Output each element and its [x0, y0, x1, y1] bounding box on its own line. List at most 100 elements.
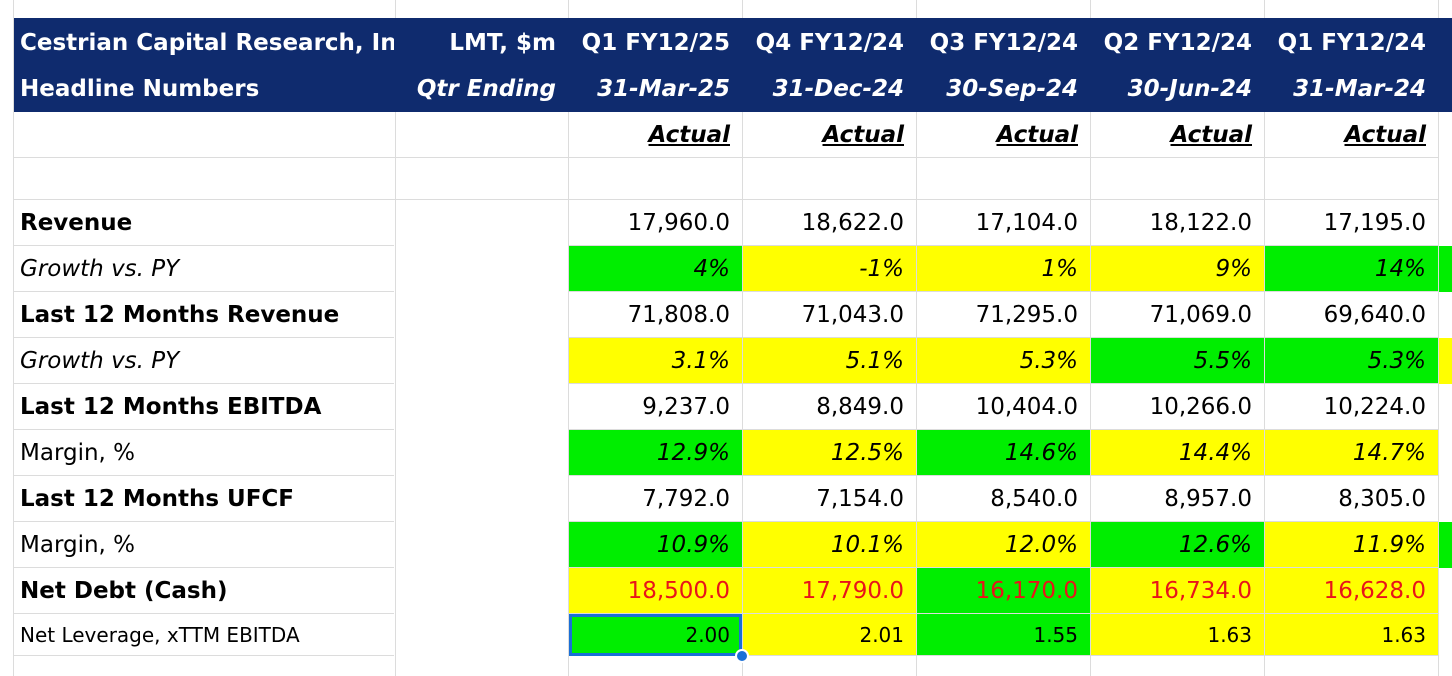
value-cell[interactable]: 1.55 — [917, 614, 1090, 656]
empty-cell[interactable] — [396, 158, 568, 200]
row-label[interactable]: Net Debt (Cash) — [14, 568, 394, 614]
value-cell[interactable]: 11.9% — [1265, 522, 1438, 568]
row-label[interactable]: Revenue — [14, 200, 394, 246]
value-cell[interactable]: 5.3% — [1265, 338, 1438, 384]
quarter-header-1[interactable]: Q1 FY12/25 — [581, 30, 730, 56]
value-cell[interactable]: 12.6% — [1091, 522, 1264, 568]
value-cell[interactable]: 4% — [569, 246, 742, 292]
date-header-2[interactable]: 31-Dec-24 — [772, 76, 904, 102]
row-label[interactable]: Last 12 Months EBITDA — [14, 384, 394, 430]
empty-cell[interactable] — [1265, 158, 1438, 200]
value-cell[interactable]: 14.7% — [1265, 430, 1438, 476]
row-label[interactable]: Last 12 Months Revenue — [14, 292, 394, 338]
status-cell-4[interactable]: Actual — [1091, 112, 1264, 158]
selected-cell[interactable]: 2.00 — [569, 614, 742, 656]
value-cell[interactable]: 12.9% — [569, 430, 742, 476]
status-cell-5[interactable]: Actual — [1265, 112, 1438, 158]
quarter-header-3[interactable]: Q3 FY12/24 — [929, 30, 1078, 56]
value-cell[interactable]: 1.63 — [1091, 614, 1264, 656]
value-cell[interactable]: 10,224.0 — [1265, 384, 1438, 430]
value-cell[interactable]: 3.1% — [569, 338, 742, 384]
row-label[interactable]: Margin, % — [14, 430, 394, 476]
value-cell[interactable]: 18,500.0 — [569, 568, 742, 614]
value-cell[interactable]: 71,069.0 — [1091, 292, 1264, 338]
quarter-header-4[interactable]: Q2 FY12/24 — [1103, 30, 1252, 56]
status-row: Actual Actual Actual Actual Actual — [0, 112, 1452, 158]
value-cell[interactable]: 71,043.0 — [743, 292, 916, 338]
value-cell[interactable]: 7,154.0 — [743, 476, 916, 522]
row-label[interactable]: Growth vs. PY — [14, 246, 394, 292]
value-cell[interactable]: 5.5% — [1091, 338, 1264, 384]
row-label[interactable]: Growth vs. PY — [14, 338, 394, 384]
status-cell-1[interactable]: Actual — [569, 112, 742, 158]
value-cell[interactable]: 8,957.0 — [1091, 476, 1264, 522]
value-cell[interactable]: 14% — [1265, 246, 1438, 292]
value-cell[interactable]: 17,195.0 — [1265, 200, 1438, 246]
row-label[interactable]: Net Leverage, xTTM EBITDA — [14, 614, 394, 656]
value-cell[interactable]: 71,295.0 — [917, 292, 1090, 338]
empty-cell[interactable] — [396, 112, 568, 158]
value-cell[interactable]: 1.63 — [1265, 614, 1438, 656]
overflow-cell[interactable] — [1439, 338, 1452, 384]
value-cell[interactable]: 16,170.0 — [917, 568, 1090, 614]
empty-cell[interactable] — [743, 158, 916, 200]
value-cell[interactable]: 9,237.0 — [569, 384, 742, 430]
value-cell[interactable]: 12.0% — [917, 522, 1090, 568]
empty-cell[interactable] — [1091, 158, 1264, 200]
value-cell[interactable]: 16,628.0 — [1265, 568, 1438, 614]
overflow-cell[interactable] — [1439, 522, 1452, 568]
value-cell[interactable]: 69,640.0 — [1265, 292, 1438, 338]
row-label[interactable]: Margin, % — [14, 522, 394, 568]
value-cell[interactable]: 71,808.0 — [569, 292, 742, 338]
company-name-cell[interactable]: Cestrian Capital Research, Inc — [20, 30, 394, 56]
value-cell[interactable]: -1% — [743, 246, 916, 292]
quarter-header-5[interactable]: Q1 FY12/24 — [1277, 30, 1426, 56]
row-label[interactable]: Last 12 Months UFCF — [14, 476, 394, 522]
value-cell[interactable]: 5.1% — [743, 338, 916, 384]
fill-handle[interactable] — [735, 649, 749, 663]
value-cell[interactable]: 1% — [917, 246, 1090, 292]
subtitle-cell[interactable]: Headline Numbers — [20, 76, 260, 102]
value-cell[interactable]: 16,734.0 — [1091, 568, 1264, 614]
value-cell[interactable]: 17,790.0 — [743, 568, 916, 614]
value-cell[interactable]: 10.9% — [569, 522, 742, 568]
date-header-4[interactable]: 30-Jun-24 — [1127, 76, 1252, 102]
value-cell[interactable]: 10.1% — [743, 522, 916, 568]
quarter-header-2[interactable]: Q4 FY12/24 — [755, 30, 904, 56]
value-cell[interactable]: 8,305.0 — [1265, 476, 1438, 522]
empty-cell[interactable] — [917, 158, 1090, 200]
value-cell[interactable]: 18,622.0 — [743, 200, 916, 246]
value-cell[interactable]: 14.4% — [1091, 430, 1264, 476]
value-cell[interactable]: 10,404.0 — [917, 384, 1090, 430]
value-cell[interactable]: 14.6% — [917, 430, 1090, 476]
table-row-net-leverage: Net Leverage, xTTM EBITDA 2.00 2.01 1.55… — [0, 614, 1452, 656]
overflow-cell[interactable] — [1439, 246, 1452, 292]
value-cell[interactable]: 12.5% — [743, 430, 916, 476]
value-cell[interactable]: 18,122.0 — [1091, 200, 1264, 246]
value-cell[interactable]: 8,849.0 — [743, 384, 916, 430]
date-header-1[interactable]: 31-Mar-25 — [597, 76, 730, 102]
empty-cell[interactable] — [14, 158, 395, 200]
qtr-ending-label-cell[interactable]: Qtr Ending — [416, 76, 556, 102]
value-cell[interactable]: 5.3% — [917, 338, 1090, 384]
value-cell[interactable]: 2.01 — [743, 614, 916, 656]
ticker-cell[interactable]: LMT, $m — [449, 30, 556, 56]
blank-row — [0, 158, 1452, 200]
value-cell[interactable]: 8,540.0 — [917, 476, 1090, 522]
status-cell-2[interactable]: Actual — [743, 112, 916, 158]
value-cell[interactable]: 17,960.0 — [569, 200, 742, 246]
empty-cell[interactable] — [569, 158, 742, 200]
value-cell[interactable]: 10,266.0 — [1091, 384, 1264, 430]
empty-cell[interactable] — [14, 112, 395, 158]
date-header-3[interactable]: 30-Sep-24 — [946, 76, 1078, 102]
status-cell-3[interactable]: Actual — [917, 112, 1090, 158]
gridline — [395, 0, 396, 676]
header-row-1: Cestrian Capital Research, Inc LMT, $m Q… — [0, 20, 1452, 66]
value-cell[interactable]: 17,104.0 — [917, 200, 1090, 246]
value-cell[interactable]: 7,792.0 — [569, 476, 742, 522]
gridline — [568, 0, 569, 676]
header-row-2: Headline Numbers Qtr Ending 31-Mar-25 31… — [0, 66, 1452, 112]
value-cell[interactable]: 9% — [1091, 246, 1264, 292]
date-header-5[interactable]: 31-Mar-24 — [1293, 76, 1426, 102]
